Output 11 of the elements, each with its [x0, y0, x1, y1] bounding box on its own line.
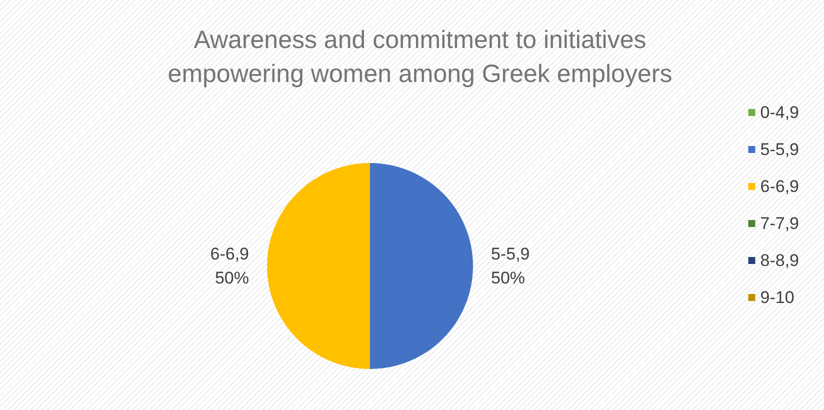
- slice-label: 5-5,9: [491, 244, 530, 264]
- slice-label: 6-6,9: [210, 244, 249, 264]
- legend-label: 5-5,9: [760, 140, 799, 159]
- legend-label: 6-6,9: [760, 177, 799, 196]
- chart-title: Awareness and commitment to initiatives empowering women among Greek employers: [168, 26, 672, 88]
- data-label: 50%: [214, 268, 249, 288]
- legend-label: 8-8,9: [760, 251, 799, 270]
- data-label: 50%: [491, 268, 526, 288]
- legend-label: 7-7,9: [760, 214, 799, 233]
- legend-label: 9-10: [760, 288, 794, 307]
- legend-label: 0-4,9: [760, 103, 799, 122]
